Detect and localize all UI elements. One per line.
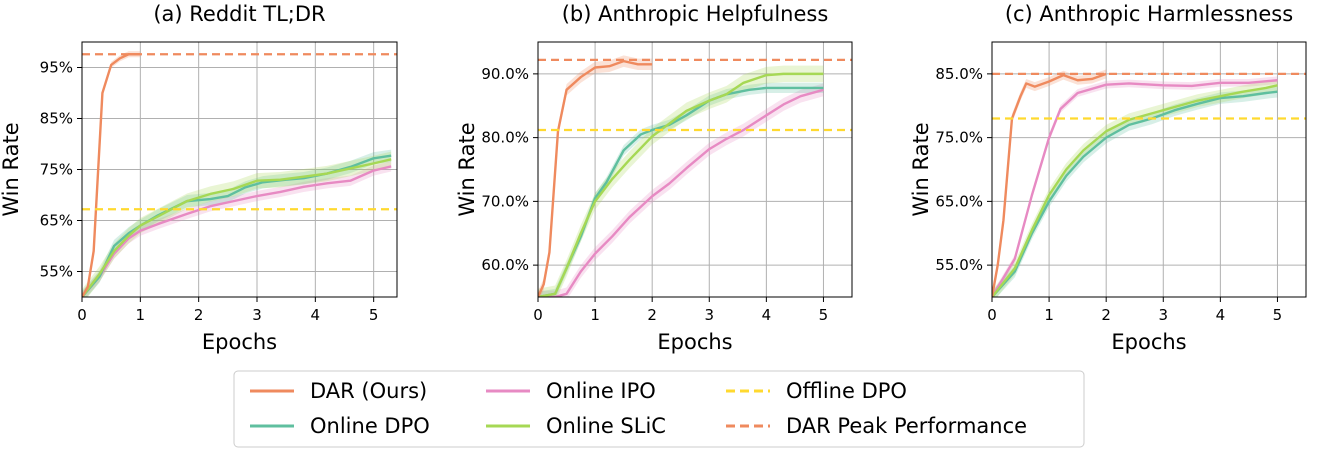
chart-panel-reddit: 0 1 2 3 4 5 55% 65% 75% 85% 95% Epochs Win Rate (a) R… [0, 2, 398, 354]
axes-frame [991, 41, 1307, 298]
y-tick-label: 70.0% [481, 192, 529, 210]
plot-area [82, 51, 397, 297]
y-axis-label: Win Rate [455, 122, 479, 216]
y-tick-label: 85.0% [935, 65, 983, 83]
y-tick-label: 80.0% [481, 129, 529, 147]
y-tick-label: 75% [40, 161, 73, 179]
y-tick-label: 55% [40, 263, 73, 281]
series-line-dar-ours [992, 72, 1107, 297]
x-tick-label: 3 [252, 306, 262, 324]
plot-area [538, 55, 852, 297]
x-tick-label: 4 [1216, 306, 1226, 324]
x-tick-label: 3 [1158, 306, 1168, 324]
legend-box [233, 370, 1085, 448]
series-line-online-dpo [992, 90, 1278, 297]
x-tick-label: 0 [77, 306, 87, 324]
chart-panel-helpfulness: 0 1 2 3 4 5 60.0% 70.0% 80.0% 90.0% Epochs Win Rate… [455, 2, 853, 354]
y-tick-label: 75.0% [935, 129, 983, 147]
x-tick-label: 2 [1101, 306, 1111, 324]
series-line-online-ipo [538, 88, 824, 297]
x-tick-label: 0 [533, 306, 543, 324]
x-axis-label: Epochs [657, 330, 732, 354]
x-tick-label: 1 [136, 306, 146, 324]
x-tick-label: 0 [987, 306, 997, 324]
legend: DAR (Ours) Online IPO Offline DPO Online DP… [233, 370, 1085, 448]
band-online-ipo [538, 83, 824, 297]
band-online-slic [992, 78, 1278, 297]
legend-label-online-slic: Online SLiC [546, 414, 666, 438]
y-tick-label: 55.0% [935, 256, 983, 274]
band-online-dpo [992, 85, 1278, 297]
y-tick-label: 65% [40, 212, 73, 230]
chart-panel-harmlessness: 0 1 2 3 4 5 55.0% 65.0% 75.0% 85.0% Epochs Win Rate… [909, 2, 1307, 354]
series-line-online-slic [538, 72, 824, 297]
series-line-dar-ours [538, 59, 653, 297]
y-tick-label: 85% [40, 110, 73, 128]
x-tick-label: 2 [194, 306, 204, 324]
x-tick-label: 4 [311, 306, 321, 324]
x-tick-label: 4 [762, 306, 772, 324]
series-line-online-ipo [82, 165, 392, 297]
x-tick-label: 3 [704, 306, 714, 324]
y-tick-label: 90.0% [481, 65, 529, 83]
series-line-online-slic [992, 84, 1278, 297]
series-line-online-ipo [992, 79, 1278, 297]
legend-label-dar-peak-performance: DAR Peak Performance [786, 414, 1027, 438]
x-axis-label: Epochs [202, 330, 277, 354]
x-tick-label: 2 [647, 306, 657, 324]
panel-title: (c) Anthropic Harmlessness [1005, 2, 1293, 26]
x-tick-label: 5 [819, 306, 829, 324]
axes-frame [537, 41, 853, 298]
legend-label-online-dpo: Online DPO [310, 414, 430, 438]
legend-label-dar-ours: DAR (Ours) [310, 379, 427, 403]
x-tick-label: 1 [1044, 306, 1054, 324]
x-tick-label: 5 [1273, 306, 1283, 324]
plot-area [992, 69, 1306, 297]
y-tick-label: 60.0% [481, 256, 529, 274]
y-axis-label: Win Rate [0, 122, 23, 216]
legend-label-online-ipo: Online IPO [546, 379, 656, 403]
y-axis-label: Win Rate [909, 122, 933, 216]
x-tick-label: 5 [369, 306, 379, 324]
x-tick-label: 1 [590, 306, 600, 324]
x-axis-label: Epochs [1111, 330, 1186, 354]
series-line-online-slic [82, 158, 392, 297]
band-online-slic [538, 65, 824, 297]
y-tick-label: 95% [40, 59, 73, 77]
panel-title: (b) Anthropic Helpfulness [562, 2, 829, 26]
y-tick-label: 65.0% [935, 192, 983, 210]
legend-label-offline-dpo: Offline DPO [786, 379, 907, 403]
panel-title: (a) Reddit TL;DR [153, 2, 325, 26]
